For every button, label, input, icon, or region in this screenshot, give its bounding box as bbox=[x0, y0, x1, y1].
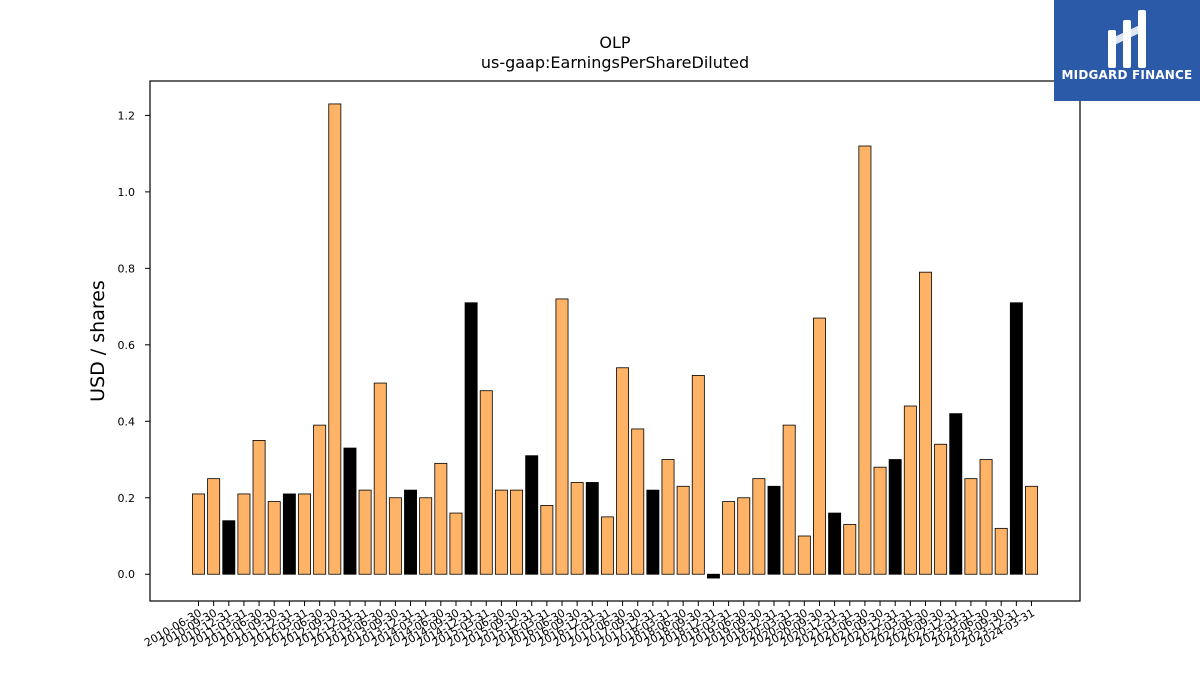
bar bbox=[600, 516, 614, 575]
bar bbox=[343, 447, 357, 575]
bar bbox=[979, 459, 993, 575]
bars-group bbox=[192, 103, 1038, 579]
bar bbox=[919, 271, 932, 575]
bar bbox=[676, 485, 690, 575]
bar bbox=[903, 405, 917, 575]
bar bbox=[752, 478, 766, 575]
logo-mark-icon bbox=[1108, 10, 1146, 68]
bar bbox=[646, 489, 660, 575]
bar bbox=[207, 478, 221, 575]
bar bbox=[616, 367, 630, 575]
y-tick-label: 1.2 bbox=[118, 109, 136, 122]
bar bbox=[964, 478, 978, 575]
y-ticks-group: 0.0 0.2 0.4 0.6 0.8 1.0 1.2 bbox=[118, 109, 150, 581]
bar bbox=[388, 497, 402, 575]
bar bbox=[661, 459, 675, 575]
bar bbox=[706, 573, 720, 579]
bar bbox=[949, 413, 963, 575]
bar bbox=[192, 493, 205, 575]
y-tick-label: 0.2 bbox=[118, 492, 136, 505]
bar bbox=[494, 489, 508, 575]
bar bbox=[1009, 302, 1023, 575]
bar bbox=[631, 428, 645, 575]
bar bbox=[813, 317, 826, 575]
y-tick-label: 0.0 bbox=[118, 568, 136, 581]
bar bbox=[691, 375, 705, 575]
bar bbox=[358, 489, 372, 575]
bar bbox=[994, 527, 1008, 575]
y-tick-label: 0.8 bbox=[118, 262, 136, 275]
x-ticks-group: 2010-06-302010-09-302010-12-312011-03-31… bbox=[142, 601, 1037, 650]
bar bbox=[797, 535, 811, 575]
bar bbox=[510, 489, 524, 575]
bar bbox=[540, 505, 554, 575]
logo-text: MIDGARD FINANCE bbox=[1061, 68, 1193, 82]
bar bbox=[404, 489, 418, 575]
bar bbox=[873, 466, 887, 575]
bar bbox=[934, 443, 948, 575]
bar bbox=[328, 103, 342, 575]
bar bbox=[737, 497, 751, 575]
bar bbox=[419, 497, 433, 575]
logo: MIDGARD FINANCE bbox=[1054, 0, 1200, 101]
bar bbox=[267, 501, 281, 575]
bar bbox=[585, 482, 599, 575]
bar bbox=[858, 145, 872, 575]
bar bbox=[570, 482, 584, 575]
bar bbox=[434, 462, 448, 575]
bar bbox=[373, 382, 387, 575]
bar bbox=[449, 512, 463, 575]
bar bbox=[767, 485, 781, 575]
bar bbox=[555, 298, 569, 575]
y-tick-label: 1.0 bbox=[118, 186, 136, 199]
bar bbox=[828, 512, 842, 575]
bar bbox=[479, 390, 493, 575]
plot-frame bbox=[149, 80, 1081, 602]
bar bbox=[464, 302, 478, 575]
bar bbox=[1025, 485, 1038, 575]
bar bbox=[282, 493, 296, 575]
bar bbox=[237, 493, 251, 575]
bar bbox=[222, 520, 236, 575]
bar bbox=[313, 424, 327, 575]
y-axis-label: USD / shares bbox=[87, 280, 109, 402]
bar bbox=[843, 524, 857, 575]
bar bbox=[298, 493, 311, 575]
y-tick-label: 0.4 bbox=[118, 415, 136, 428]
y-tick-label: 0.6 bbox=[118, 339, 136, 352]
bar bbox=[782, 424, 796, 575]
bar bbox=[252, 440, 266, 575]
chart-subtitle: us-gaap:EarningsPerShareDiluted bbox=[481, 53, 749, 72]
chart-title: OLP bbox=[599, 33, 631, 52]
bar bbox=[722, 501, 736, 575]
bar bbox=[888, 459, 902, 575]
bar bbox=[525, 455, 539, 575]
